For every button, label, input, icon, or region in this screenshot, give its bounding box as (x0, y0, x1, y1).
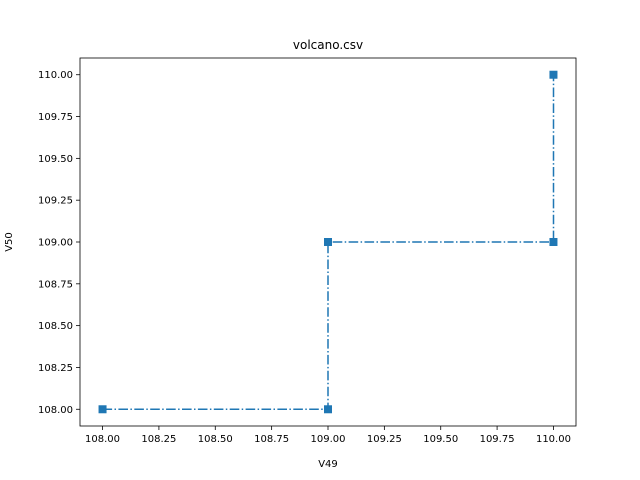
y-tick-label-7: 109.75 (38, 112, 73, 123)
y-tick-label-0: 108.00 (38, 405, 73, 416)
data-point-4 (549, 70, 558, 79)
x-tick-label-6: 109.50 (423, 434, 458, 445)
plot-area: 108.00 108.25 108.50 108.75 109.00 109.25 109.… (38, 57, 577, 445)
y-tick-label-6: 109.50 (38, 154, 73, 165)
y-tick-label-3: 108.75 (38, 279, 73, 290)
x-tick-label-0: 108.00 (85, 434, 120, 445)
x-tick-label-1: 108.25 (141, 434, 176, 445)
x-tick-label-2: 108.50 (198, 434, 233, 445)
x-tick-label-5: 109.25 (367, 434, 402, 445)
y-tick-label-8: 110.00 (38, 70, 73, 81)
y-tick-label-1: 108.25 (38, 363, 73, 374)
y-tick-label-5: 109.25 (38, 196, 73, 207)
y-tick-label-4: 109.00 (38, 238, 73, 249)
data-point-1 (324, 405, 332, 414)
y-tick-label-2: 108.50 (38, 321, 73, 332)
x-tick-label-8: 110.00 (536, 434, 571, 445)
x-tick-label-4: 109.00 (311, 434, 346, 445)
data-point-2 (324, 238, 332, 246)
data-point-3 (549, 238, 558, 246)
y-axis-label: V50 (4, 232, 15, 252)
chart-title: volcano.csv (293, 38, 363, 52)
x-tick-label-7: 109.75 (480, 434, 515, 445)
data-point-0 (98, 405, 107, 414)
x-axis-label: V49 (318, 459, 338, 470)
series-0-line (102, 74, 555, 411)
x-tick-label-3: 108.75 (254, 434, 289, 445)
